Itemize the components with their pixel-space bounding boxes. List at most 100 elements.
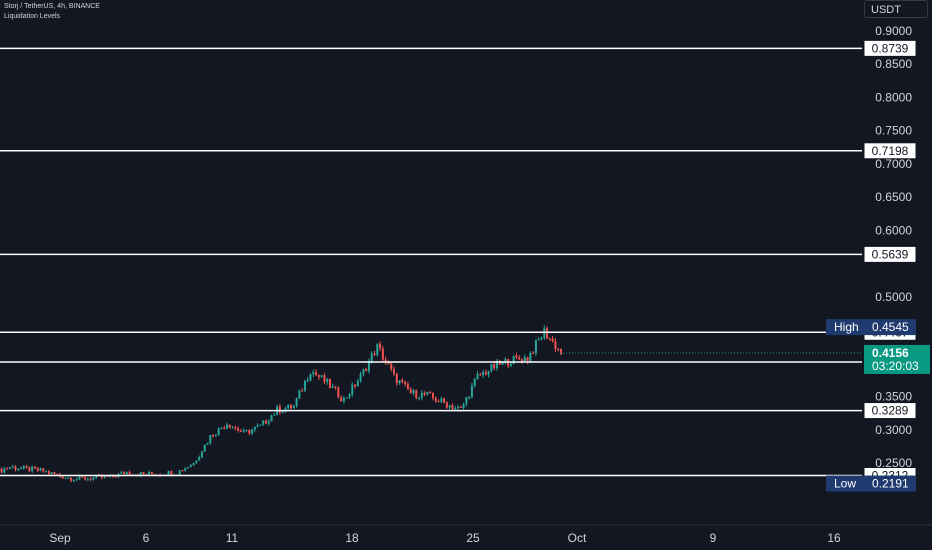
candle-body xyxy=(451,405,454,410)
candle-body xyxy=(8,467,11,469)
candle-body xyxy=(53,472,56,475)
candle-body xyxy=(214,435,217,437)
candle-body xyxy=(89,478,92,480)
candle-body xyxy=(537,338,540,340)
candle-body xyxy=(184,468,187,471)
candle-body xyxy=(356,381,359,387)
price-badges-layer: 0.87390.71980.56390.44670.40200.32890.23… xyxy=(560,39,930,492)
candle-body xyxy=(501,361,504,365)
currency-selector[interactable]: USDT xyxy=(864,0,928,18)
candle-body xyxy=(287,404,290,409)
candle-body xyxy=(70,477,73,481)
candle-body xyxy=(328,378,331,388)
candle-body xyxy=(92,477,95,480)
candle-body xyxy=(292,405,295,409)
candle-body xyxy=(331,386,334,388)
candle-body xyxy=(106,475,109,477)
candle-body xyxy=(437,401,440,403)
candle-body xyxy=(381,348,384,360)
high-label: High xyxy=(834,320,859,334)
candle-body xyxy=(248,429,251,434)
candle-body xyxy=(529,352,532,362)
candle-body xyxy=(128,472,131,475)
candle-body xyxy=(245,429,248,431)
candle-body xyxy=(521,359,524,363)
candle-body xyxy=(370,353,373,362)
candle-body xyxy=(170,471,173,476)
candle-body xyxy=(139,472,142,476)
candle-body xyxy=(81,476,84,478)
candle-body xyxy=(315,372,318,375)
candle-body xyxy=(546,328,549,339)
candle-body xyxy=(284,408,287,412)
candle-body xyxy=(228,424,231,428)
candle-body xyxy=(100,475,103,478)
candle-body xyxy=(342,398,345,402)
candle-body xyxy=(504,359,507,362)
candle-body xyxy=(401,380,404,383)
candle-body xyxy=(273,414,276,416)
current-price-value: 0.4156 xyxy=(872,346,909,360)
level-badge xyxy=(863,39,917,57)
candle-body xyxy=(398,380,401,384)
candle-body xyxy=(431,392,434,398)
time-tick-label: 11 xyxy=(226,531,239,545)
candle-body xyxy=(192,462,195,466)
candle-body xyxy=(301,390,304,392)
candle-body xyxy=(470,385,473,398)
time-tick-label: 16 xyxy=(827,531,841,545)
candle-body xyxy=(84,477,87,480)
price-tick-label: 0.9000 xyxy=(875,24,912,38)
candle-body xyxy=(231,427,234,429)
candle-body xyxy=(457,406,460,408)
candle-body xyxy=(448,405,451,408)
candle-body xyxy=(45,471,48,473)
price-tick-label: 0.7000 xyxy=(875,157,912,171)
candle-body xyxy=(320,375,323,377)
candle-body xyxy=(181,470,184,472)
price-tick-label: 0.8000 xyxy=(875,90,912,104)
price-axis[interactable]: 0.9000 0.8500 0.8000 0.7500 0.7000 0.6500 0.60… xyxy=(875,24,912,470)
candle-body xyxy=(14,466,17,470)
level-badge-text: 0.8739 xyxy=(872,41,909,55)
candle-body xyxy=(264,420,267,424)
candle-body xyxy=(239,430,242,432)
candle-body xyxy=(251,429,254,434)
level-badge-text: 0.5639 xyxy=(872,247,909,261)
candle-body xyxy=(47,471,50,474)
candle-body xyxy=(468,397,471,399)
liquidation-levels-layer xyxy=(0,47,862,477)
candle-body xyxy=(518,357,521,360)
time-tick-label: Sep xyxy=(49,531,71,545)
time-axis[interactable]: Sep 6 11 18 25 Oct 9 16 xyxy=(0,524,932,545)
candle-body xyxy=(340,397,343,402)
candle-body xyxy=(337,387,340,398)
indicator-title: Liquidation Levels xyxy=(4,13,61,20)
candle-body xyxy=(362,369,365,374)
level-badge-text: 0.7198 xyxy=(872,144,909,158)
candle-body xyxy=(334,386,337,388)
candle-body xyxy=(28,467,31,472)
candle-body xyxy=(429,392,432,394)
candle-body xyxy=(237,428,240,431)
candle-body xyxy=(142,472,145,475)
level-badge xyxy=(863,142,917,160)
candle-body xyxy=(465,397,468,405)
candle-body xyxy=(206,443,209,445)
candle-body xyxy=(50,472,53,474)
candle-body xyxy=(17,468,20,470)
candle-body xyxy=(198,457,201,461)
candle-body xyxy=(0,468,3,473)
low-label: Low xyxy=(834,477,856,491)
candle-body xyxy=(295,398,298,406)
candle-body xyxy=(167,471,170,476)
candle-body xyxy=(256,425,259,428)
price-tick-label: 0.6500 xyxy=(875,190,912,204)
candle-body xyxy=(393,369,395,374)
candle-body xyxy=(523,357,526,363)
high-value: 0.4545 xyxy=(872,320,909,334)
candle-body xyxy=(348,394,351,398)
candle-body xyxy=(95,475,98,478)
candle-body xyxy=(326,378,329,382)
